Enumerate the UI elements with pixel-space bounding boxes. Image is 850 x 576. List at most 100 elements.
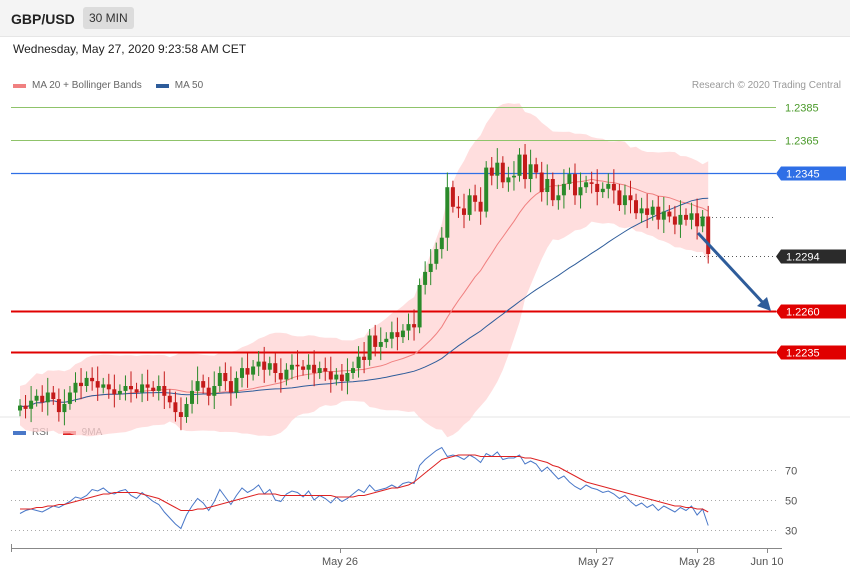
candle-body	[156, 386, 161, 391]
candle-body	[439, 237, 444, 250]
candle-body	[495, 162, 500, 176]
level-tag	[776, 345, 846, 360]
candle-body	[84, 377, 89, 386]
candle-body	[245, 368, 250, 375]
candle-body	[184, 404, 189, 417]
candle-body	[101, 384, 106, 388]
candle-body	[73, 382, 78, 393]
candle-body	[506, 177, 511, 183]
forecast-arrow	[696, 231, 768, 308]
candle-body	[295, 364, 300, 367]
level-tag	[776, 166, 846, 181]
candle-body	[317, 368, 322, 373]
timeframe-button[interactable]: 30 MIN	[83, 7, 134, 29]
level-tag	[776, 304, 846, 319]
candle-body	[523, 154, 527, 180]
level-label: 1.2235	[786, 348, 820, 360]
candle-body	[500, 162, 505, 183]
legend-label-ma20: MA 20 + Bollinger Bands	[32, 80, 142, 91]
candle-body	[178, 412, 183, 417]
candle-body	[450, 187, 455, 207]
candle-body	[667, 211, 672, 217]
candle-body	[301, 366, 306, 370]
candle-body	[79, 382, 83, 387]
candle-body	[167, 395, 172, 403]
candle-body	[550, 179, 555, 201]
candle-body	[306, 364, 311, 370]
candle-body	[190, 390, 194, 404]
candle-body	[706, 216, 711, 254]
candle-body	[45, 392, 50, 403]
candle-body	[611, 183, 616, 191]
candle-body	[489, 167, 494, 176]
candle-body	[112, 389, 117, 395]
candle-body	[634, 200, 638, 214]
candle-body	[256, 361, 261, 367]
candle-body	[639, 208, 644, 214]
legend-swatch-rsi	[13, 430, 26, 435]
candle-body	[573, 174, 577, 196]
candle-body	[312, 364, 317, 373]
rsi-level-label: 50	[785, 496, 797, 508]
candle-body	[123, 386, 128, 391]
candle-body	[412, 324, 417, 328]
candle-body	[140, 384, 145, 393]
candle-body	[145, 384, 150, 388]
candle-body	[151, 387, 156, 391]
candle-body	[512, 175, 516, 178]
candle-body	[428, 263, 433, 272]
candle-body	[400, 330, 405, 338]
candle-body	[672, 216, 677, 225]
candle-body	[534, 164, 539, 173]
candle-body	[484, 167, 489, 212]
level-label: 1.2385	[785, 103, 819, 115]
candle-body	[661, 211, 666, 220]
candle-body	[384, 338, 389, 343]
candle-body	[473, 195, 478, 202]
candle-body	[134, 389, 139, 393]
header-bar: GBP/USD 30 MIN	[0, 0, 850, 37]
candle-body	[289, 364, 294, 370]
candle-body	[462, 208, 466, 215]
candle-body	[650, 206, 655, 215]
candle-body	[356, 356, 361, 369]
candle-body	[456, 206, 461, 209]
candle-body	[240, 368, 244, 378]
rsi-ma9-line	[20, 454, 709, 513]
candle-body	[373, 335, 378, 347]
x-tick-label: May 26	[322, 556, 358, 568]
candle-body	[595, 183, 600, 192]
candle-body	[528, 164, 533, 179]
candle-body	[678, 214, 683, 225]
timestamp: Wednesday, May 27, 2020 9:23:58 AM CET	[13, 42, 247, 56]
candle-body	[467, 195, 472, 215]
candle-body	[217, 373, 222, 386]
credit-text: Research © 2020 Trading Central	[691, 80, 841, 91]
candle-body	[539, 172, 544, 193]
candle-body	[578, 187, 583, 196]
legend-label-ma50: MA 50	[174, 80, 204, 91]
level-label: 1.2260	[786, 307, 820, 319]
candle-body	[606, 183, 611, 189]
legend-swatch-ma50	[155, 83, 169, 88]
candle-body	[23, 405, 28, 409]
candle-body	[18, 405, 22, 411]
candle-body	[645, 208, 650, 215]
rsi-level-label: 70	[785, 466, 797, 478]
candle-body	[339, 374, 344, 382]
candle-body	[334, 374, 339, 380]
candle-body	[129, 386, 133, 390]
candle-body	[517, 154, 522, 176]
candle-body	[656, 206, 661, 220]
legend-label-rsi: RSI	[32, 427, 49, 438]
candle-body	[95, 381, 100, 388]
candle-body	[34, 395, 39, 401]
candle-body	[228, 381, 233, 393]
level-label: 1.2345	[786, 169, 820, 181]
candle-body	[600, 188, 605, 193]
legend-swatch-ma20	[13, 83, 26, 88]
candle-body	[262, 361, 267, 370]
candle-body	[406, 324, 411, 331]
candle-body	[201, 381, 206, 388]
